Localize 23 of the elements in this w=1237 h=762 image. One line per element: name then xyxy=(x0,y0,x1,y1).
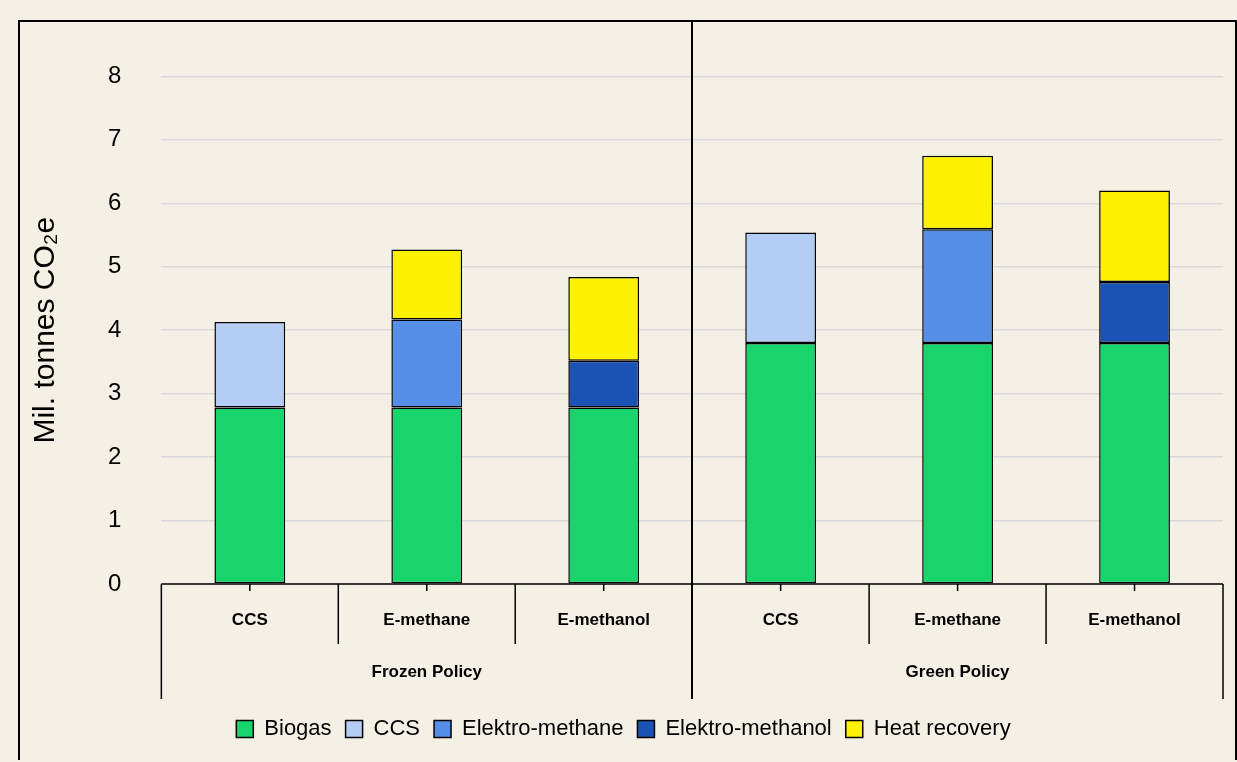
x-tick-label: E-methane xyxy=(383,609,471,629)
legend-label: Biogas xyxy=(264,715,332,741)
y-tick-label: 1 xyxy=(107,505,122,533)
y-tick-label: 2 xyxy=(107,441,122,469)
text: Frozen Policy xyxy=(371,661,483,681)
x-tick-label: E-methanol xyxy=(1088,609,1181,629)
x-tick-label: CCS xyxy=(231,609,268,629)
y-tick-label: 4 xyxy=(107,314,122,342)
y-tick-label: 6 xyxy=(107,187,122,215)
legend-label: Elektro-methanol xyxy=(665,715,832,741)
y-tick-label: 8 xyxy=(107,61,122,89)
y-tick-label: 0 xyxy=(107,568,122,596)
y-tick-label: 3 xyxy=(107,378,122,406)
text: Green Policy xyxy=(905,661,1011,681)
x-tick-label: CCS xyxy=(762,609,799,629)
legend-label: CCS xyxy=(373,715,421,741)
x-tick-label: E-methanol xyxy=(557,609,650,629)
legend-label: Elektro-methane xyxy=(462,715,624,741)
y-axis-title: Mil. tonnes CO₂e xyxy=(27,216,61,444)
y-tick-label: 5 xyxy=(107,251,122,279)
x-tick-label: E-methane xyxy=(914,609,1002,629)
y-tick-label: 7 xyxy=(107,124,122,152)
legend-label: Heat recovery xyxy=(873,715,1011,741)
